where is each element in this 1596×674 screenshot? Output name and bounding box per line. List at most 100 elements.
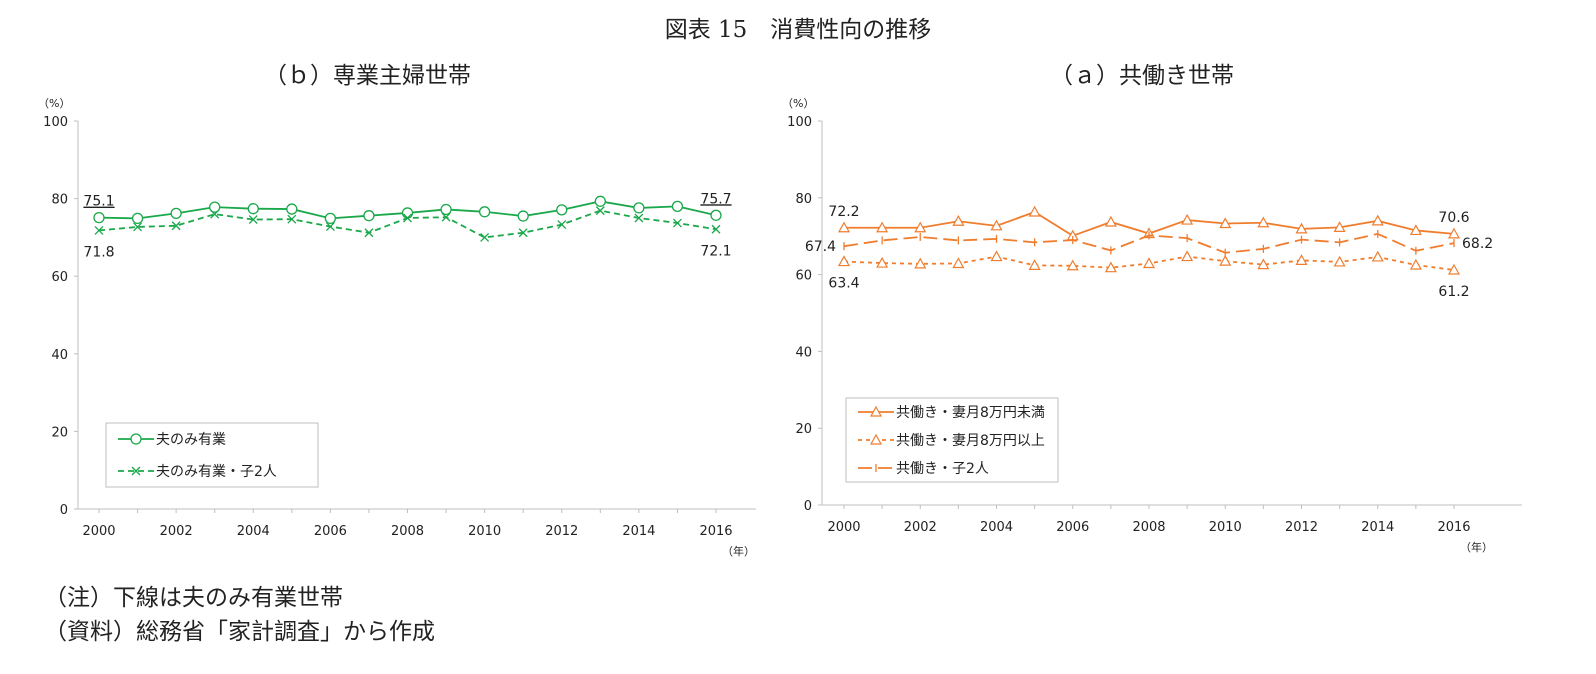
y-tick-label: 80 <box>51 193 68 208</box>
x-axis-unit: （年） <box>722 544 755 558</box>
x-tick-label: 2000 <box>827 520 860 535</box>
footnote-source: （資料）総務省「家計調査」から作成 <box>44 619 435 645</box>
marker-triangle <box>952 214 965 226</box>
legend-label: 共働き・妻月8万円未満 <box>896 405 1045 421</box>
marker-circle <box>93 211 105 224</box>
x-axis-unit: （年） <box>1460 540 1493 554</box>
marker-circle <box>594 195 606 207</box>
marker-x <box>248 215 258 225</box>
marker-x <box>711 224 721 234</box>
marker-triangle <box>914 257 927 269</box>
x-tick-label: 2010 <box>468 524 501 539</box>
x-tick-label: 2002 <box>160 524 193 539</box>
x-tick-label: 2016 <box>699 524 732 539</box>
marker-circle <box>401 207 414 219</box>
marker-triangle <box>869 433 883 445</box>
legend-label: 共働き・妻月8万円以上 <box>896 433 1045 449</box>
x-tick-label: 2008 <box>1132 520 1165 535</box>
y-tick-label: 100 <box>787 115 812 130</box>
marker-x <box>133 222 143 232</box>
marker-x <box>94 225 104 235</box>
y-tick-label: 0 <box>60 503 68 518</box>
marker-triangle <box>876 256 889 268</box>
footnote-note: （注）下線は夫のみ有業世帯 <box>44 585 343 611</box>
marker-triangle <box>1371 250 1384 262</box>
data-label: 75.1 <box>83 194 114 210</box>
chart-b-title: （ｂ）専業主婦世帯 <box>264 63 471 89</box>
marker-triangle <box>1333 221 1346 232</box>
marker-circle <box>209 201 221 213</box>
marker-triangle <box>914 221 927 233</box>
data-label: 71.8 <box>83 244 114 260</box>
marker-triangle <box>1028 259 1041 270</box>
x-tick-label: 2006 <box>314 524 347 539</box>
marker-circle <box>170 207 182 219</box>
marker-triangle <box>876 221 889 233</box>
marker-triangle <box>1295 222 1308 234</box>
y-tick-label: 40 <box>795 345 812 360</box>
figure-title: 図表 15 消費性向の推移 <box>664 17 932 43</box>
marker-x <box>403 213 412 223</box>
marker-circle <box>131 212 144 225</box>
marker-circle <box>478 206 491 218</box>
marker-triangle <box>1295 254 1308 265</box>
y-axis-unit: （%） <box>38 97 70 110</box>
marker-x <box>325 222 335 231</box>
x-tick-label: 2012 <box>1285 520 1318 535</box>
marker-circle <box>671 200 684 213</box>
marker-circle <box>517 210 529 222</box>
chart-b: 0 20 40 60 80 100 （%） 2000 2002 2004 2006 2008 2010 2… <box>38 97 756 558</box>
data-label: 70.6 <box>1438 210 1469 226</box>
marker-triangle <box>1333 255 1346 267</box>
legend-label: 共働き・子2人 <box>896 461 989 477</box>
marker-triangle <box>1066 259 1079 271</box>
chart-a: 0 20 40 60 80 100 （%） 2000 2002 2004 2006 2008 2010 2… <box>782 97 1522 554</box>
marker-x <box>557 220 567 230</box>
marker-triangle <box>1104 261 1117 273</box>
y-tick-label: 100 <box>43 115 68 130</box>
marker-circle <box>556 204 568 216</box>
x-tick-label: 2000 <box>82 524 115 539</box>
marker-x <box>131 466 141 476</box>
marker-triangle <box>837 255 851 267</box>
marker-triangle <box>837 221 851 233</box>
marker-circle <box>633 202 645 214</box>
marker-triangle <box>1257 258 1270 270</box>
marker-x <box>595 206 605 216</box>
marker-x <box>518 228 528 238</box>
marker-triangle <box>1142 257 1156 269</box>
marker-x <box>441 212 451 222</box>
marker-circle <box>130 433 142 445</box>
data-label: 68.2 <box>1462 236 1493 252</box>
marker-triangle <box>1447 227 1461 239</box>
marker-circle <box>710 209 722 221</box>
marker-triangle <box>990 219 1003 231</box>
x-tick-label: 2014 <box>622 524 655 539</box>
x-tick-label: 2016 <box>1437 520 1470 535</box>
marker-triangle <box>990 250 1003 262</box>
y-tick-label: 80 <box>795 192 812 207</box>
y-tick-label: 20 <box>795 422 812 437</box>
marker-triangle <box>952 257 965 269</box>
marker-triangle <box>1219 254 1232 266</box>
y-tick-label: 60 <box>795 269 812 284</box>
marker-triangle <box>869 405 883 417</box>
x-tick-label: 2004 <box>980 520 1013 535</box>
marker-triangle <box>1409 224 1422 236</box>
marker-circle <box>286 203 298 215</box>
legend-label: 夫のみ有業・子2人 <box>156 464 277 480</box>
data-label: 72.1 <box>700 243 731 259</box>
data-label: 61.2 <box>1438 284 1469 300</box>
marker-triangle <box>1371 214 1384 226</box>
y-tick-label: 40 <box>51 348 68 363</box>
marker-x <box>634 213 644 223</box>
data-label: 75.7 <box>700 191 731 207</box>
data-label: 63.4 <box>828 276 859 292</box>
marker-x <box>480 232 490 242</box>
x-tick-label: 2012 <box>545 524 578 539</box>
marker-circle <box>324 212 337 225</box>
marker-x <box>287 214 297 224</box>
marker-x <box>672 218 682 228</box>
x-tick-label: 2004 <box>237 524 270 539</box>
marker-triangle <box>1181 213 1194 225</box>
